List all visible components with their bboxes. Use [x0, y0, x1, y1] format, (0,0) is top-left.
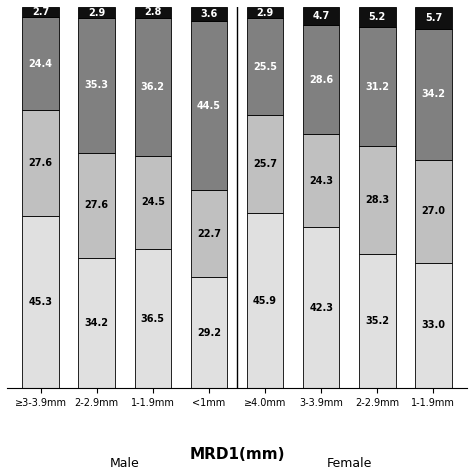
- Text: 2.8: 2.8: [144, 8, 162, 18]
- Bar: [247, 18, 283, 115]
- Text: 29.2: 29.2: [197, 328, 221, 337]
- Bar: [247, 115, 283, 213]
- Bar: [79, 18, 115, 153]
- Text: 35.2: 35.2: [365, 316, 389, 326]
- Text: 3.6: 3.6: [201, 9, 218, 19]
- Text: 27.0: 27.0: [421, 206, 446, 216]
- Text: 2.9: 2.9: [88, 8, 105, 18]
- Text: 33.0: 33.0: [421, 320, 446, 330]
- Text: 27.6: 27.6: [28, 158, 53, 168]
- Text: 5.2: 5.2: [369, 12, 386, 22]
- Bar: [415, 8, 452, 29]
- Bar: [303, 135, 339, 227]
- Bar: [303, 25, 339, 135]
- X-axis label: MRD1(mm): MRD1(mm): [189, 447, 285, 462]
- Text: 35.3: 35.3: [85, 81, 109, 91]
- Text: 24.5: 24.5: [141, 198, 165, 208]
- Bar: [79, 258, 115, 388]
- Bar: [22, 18, 59, 110]
- Bar: [135, 18, 171, 156]
- Text: 31.2: 31.2: [365, 82, 389, 91]
- Text: 2.7: 2.7: [32, 7, 49, 17]
- Text: Male: Male: [110, 457, 140, 470]
- Text: 27.6: 27.6: [85, 201, 109, 210]
- Bar: [359, 27, 395, 146]
- Bar: [359, 8, 395, 27]
- Bar: [191, 277, 227, 388]
- Text: 45.9: 45.9: [253, 296, 277, 306]
- Text: 36.5: 36.5: [141, 314, 165, 324]
- Bar: [191, 7, 227, 21]
- Bar: [135, 7, 171, 18]
- Bar: [359, 146, 395, 254]
- Bar: [415, 29, 452, 160]
- Text: 25.5: 25.5: [253, 62, 277, 72]
- Bar: [303, 8, 339, 25]
- Bar: [191, 21, 227, 191]
- Text: Female: Female: [327, 457, 372, 470]
- Text: 4.7: 4.7: [312, 11, 330, 21]
- Text: 2.9: 2.9: [256, 8, 273, 18]
- Bar: [22, 7, 59, 18]
- Bar: [22, 110, 59, 216]
- Bar: [79, 7, 115, 18]
- Text: 34.2: 34.2: [421, 89, 446, 100]
- Bar: [247, 213, 283, 388]
- Bar: [415, 160, 452, 263]
- Text: 25.7: 25.7: [253, 159, 277, 169]
- Text: 24.4: 24.4: [28, 59, 53, 69]
- Bar: [303, 227, 339, 388]
- Text: 5.7: 5.7: [425, 13, 442, 23]
- Bar: [135, 249, 171, 388]
- Text: 36.2: 36.2: [141, 82, 165, 91]
- Text: 24.3: 24.3: [309, 176, 333, 186]
- Text: 44.5: 44.5: [197, 100, 221, 110]
- Text: 42.3: 42.3: [309, 303, 333, 313]
- Text: 45.3: 45.3: [28, 297, 53, 307]
- Bar: [359, 254, 395, 388]
- Bar: [135, 156, 171, 249]
- Bar: [415, 263, 452, 388]
- Text: 28.3: 28.3: [365, 195, 389, 205]
- Text: 28.6: 28.6: [309, 75, 333, 85]
- Bar: [79, 153, 115, 258]
- Text: 34.2: 34.2: [85, 318, 109, 328]
- Bar: [247, 7, 283, 18]
- Text: 22.7: 22.7: [197, 229, 221, 239]
- Bar: [22, 216, 59, 388]
- Bar: [191, 191, 227, 277]
